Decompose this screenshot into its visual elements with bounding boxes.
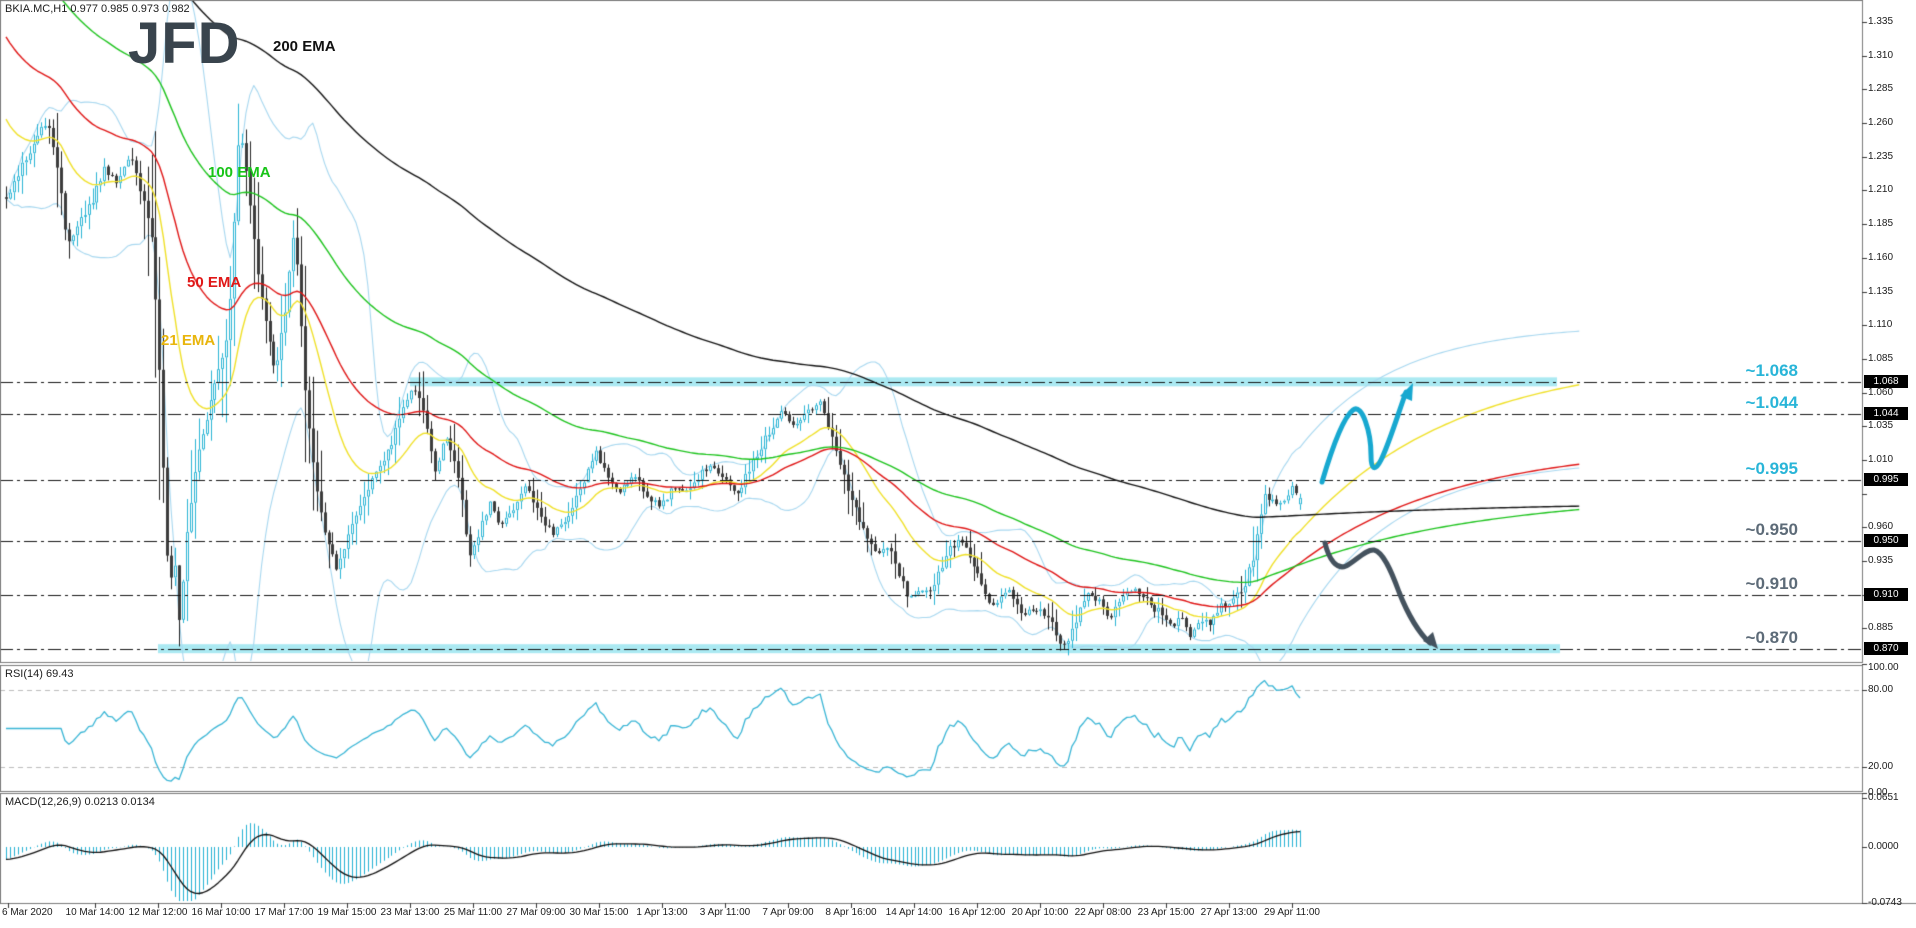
chart-window: BKIA.MC,H1 0.977 0.985 0.973 0.982 JFD R… (0, 0, 1916, 928)
price-chart-canvas[interactable] (0, 0, 1916, 928)
